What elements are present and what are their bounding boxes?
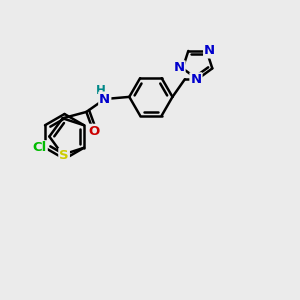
Text: S: S [59,149,69,162]
Text: N: N [190,73,202,86]
Text: N: N [99,92,110,106]
Text: O: O [88,125,100,138]
Text: H: H [96,84,106,97]
Text: Cl: Cl [32,141,47,154]
Text: N: N [204,44,215,58]
Text: N: N [173,61,184,74]
